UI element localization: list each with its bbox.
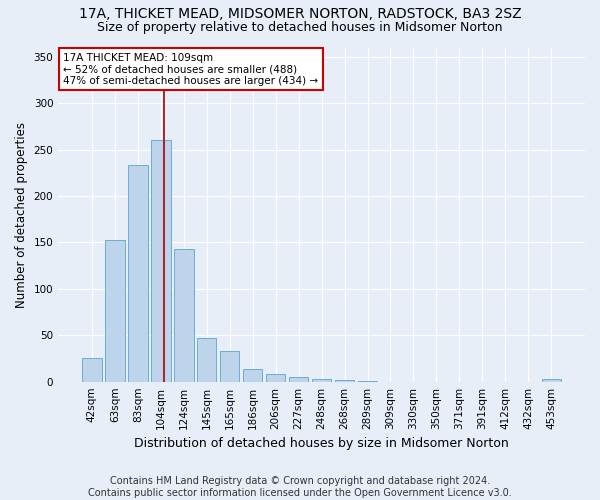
- Bar: [358, 381, 377, 382]
- Text: Contains HM Land Registry data © Crown copyright and database right 2024.
Contai: Contains HM Land Registry data © Crown c…: [88, 476, 512, 498]
- Bar: [243, 368, 262, 382]
- Bar: [312, 379, 331, 382]
- Text: 17A THICKET MEAD: 109sqm
← 52% of detached houses are smaller (488)
47% of semi-: 17A THICKET MEAD: 109sqm ← 52% of detach…: [64, 52, 319, 86]
- Bar: [82, 358, 101, 382]
- Y-axis label: Number of detached properties: Number of detached properties: [15, 122, 28, 308]
- Bar: [335, 380, 355, 382]
- Bar: [266, 374, 286, 382]
- Bar: [151, 140, 170, 382]
- Bar: [128, 166, 148, 382]
- Bar: [220, 351, 239, 382]
- X-axis label: Distribution of detached houses by size in Midsomer Norton: Distribution of detached houses by size …: [134, 437, 509, 450]
- Bar: [174, 249, 194, 382]
- Bar: [197, 338, 217, 382]
- Text: Size of property relative to detached houses in Midsomer Norton: Size of property relative to detached ho…: [97, 21, 503, 34]
- Bar: [105, 240, 125, 382]
- Text: 17A, THICKET MEAD, MIDSOMER NORTON, RADSTOCK, BA3 2SZ: 17A, THICKET MEAD, MIDSOMER NORTON, RADS…: [79, 8, 521, 22]
- Bar: [289, 377, 308, 382]
- Bar: [542, 379, 561, 382]
